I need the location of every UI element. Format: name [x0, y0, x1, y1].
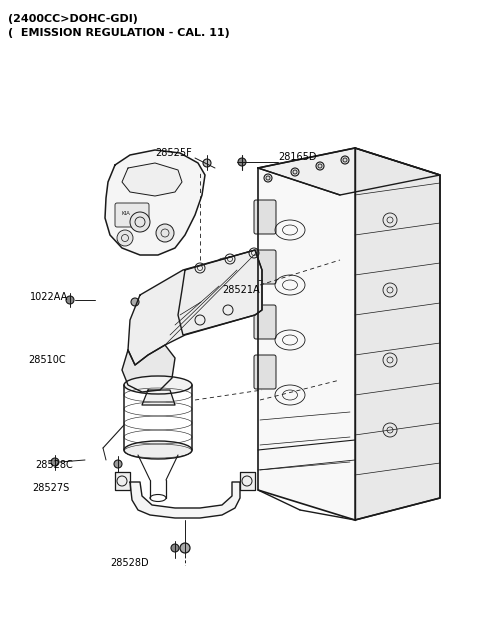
FancyBboxPatch shape — [254, 355, 276, 389]
Polygon shape — [128, 250, 262, 365]
Text: KIA: KIA — [122, 211, 131, 216]
Text: 1022AA: 1022AA — [30, 292, 68, 302]
Polygon shape — [240, 472, 255, 490]
Circle shape — [51, 458, 59, 466]
Text: 28525F: 28525F — [155, 148, 192, 158]
Polygon shape — [122, 163, 182, 196]
Circle shape — [117, 230, 133, 246]
Text: 28527S: 28527S — [32, 483, 69, 493]
Polygon shape — [130, 482, 240, 518]
Circle shape — [156, 224, 174, 242]
Circle shape — [203, 159, 211, 167]
Circle shape — [66, 296, 74, 304]
Polygon shape — [115, 472, 130, 490]
Circle shape — [171, 544, 179, 552]
Text: 28521A: 28521A — [222, 285, 260, 295]
Polygon shape — [355, 148, 440, 520]
Circle shape — [131, 298, 139, 306]
Circle shape — [130, 212, 150, 232]
Text: (  EMISSION REGULATION - CAL. 11): ( EMISSION REGULATION - CAL. 11) — [8, 28, 230, 38]
Text: 28528D: 28528D — [110, 558, 149, 568]
Ellipse shape — [124, 376, 192, 394]
Circle shape — [264, 174, 272, 182]
FancyBboxPatch shape — [254, 200, 276, 234]
Polygon shape — [178, 250, 262, 335]
Circle shape — [316, 162, 324, 170]
Polygon shape — [258, 148, 440, 195]
FancyBboxPatch shape — [254, 305, 276, 339]
FancyBboxPatch shape — [115, 203, 149, 227]
Circle shape — [114, 460, 122, 468]
Circle shape — [238, 158, 246, 166]
FancyBboxPatch shape — [254, 250, 276, 284]
Circle shape — [341, 156, 349, 164]
Circle shape — [180, 543, 190, 553]
Polygon shape — [142, 390, 175, 405]
Text: 28510C: 28510C — [28, 355, 66, 365]
Circle shape — [291, 168, 299, 176]
Text: 28528C: 28528C — [35, 460, 73, 470]
Text: (2400CC>DOHC-GDI): (2400CC>DOHC-GDI) — [8, 14, 138, 24]
Ellipse shape — [124, 441, 192, 459]
Polygon shape — [258, 148, 440, 520]
Polygon shape — [122, 345, 175, 392]
Text: 28165D: 28165D — [278, 152, 316, 162]
Polygon shape — [105, 150, 205, 255]
